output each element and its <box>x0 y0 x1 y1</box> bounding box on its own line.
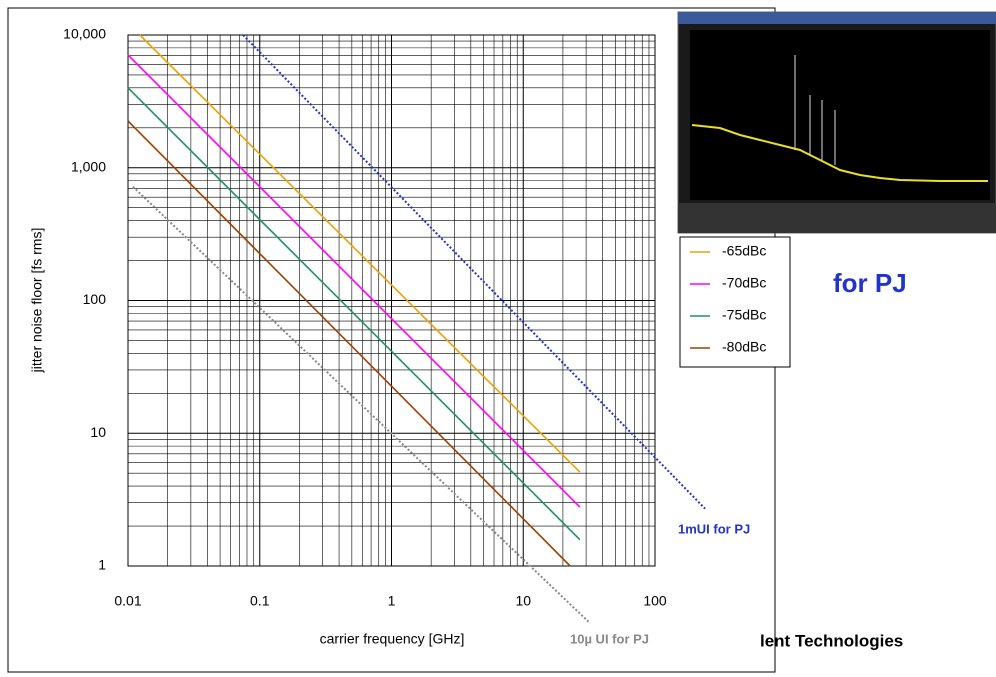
legend-label: -65dBc <box>722 243 766 259</box>
x-tick-label: 1 <box>388 593 396 609</box>
reference-label: 1mUI for PJ <box>678 521 750 536</box>
annotation: for PJ <box>833 268 907 298</box>
series-line <box>127 120 571 567</box>
x-tick-label: 100 <box>643 593 667 609</box>
x-tick-label: 0.01 <box>114 593 141 609</box>
y-tick-label: 1 <box>98 557 106 573</box>
reference-line <box>132 185 591 625</box>
y-axis-label: jitter noise floor [fs rms] <box>29 228 45 374</box>
reference-label: 10µ UI for PJ <box>570 631 649 646</box>
y-tick-label: 100 <box>83 291 107 307</box>
y-tick-label: 1,000 <box>71 158 106 174</box>
analyzer-screenshot <box>677 11 996 234</box>
series-line <box>127 87 581 541</box>
legend <box>679 236 791 368</box>
x-tick-label: 0.1 <box>250 593 270 609</box>
annotation: lent Technologies <box>760 631 903 650</box>
series-line <box>127 54 581 508</box>
legend-label: -75dBc <box>722 307 766 323</box>
series-line <box>139 34 581 473</box>
x-axis-label: carrier frequency [GHz] <box>320 631 465 647</box>
legend-label: -80dBc <box>722 339 766 355</box>
y-tick-label: 10 <box>90 424 106 440</box>
plot-border <box>127 34 656 567</box>
y-tick-label: 10,000 <box>63 26 106 42</box>
x-tick-label: 10 <box>515 593 531 609</box>
legend-label: -70dBc <box>722 275 766 291</box>
